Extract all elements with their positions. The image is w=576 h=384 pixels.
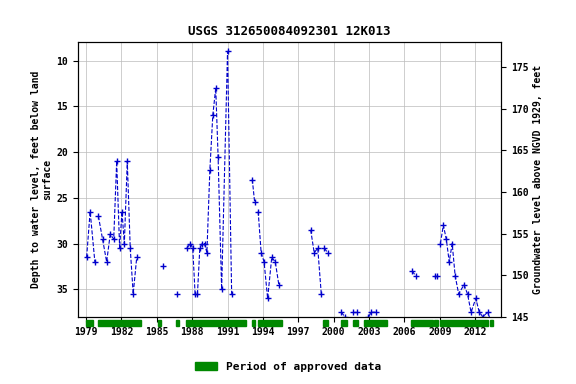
Legend: Period of approved data: Period of approved data xyxy=(191,357,385,376)
Bar xyxy=(353,320,358,326)
Bar xyxy=(176,320,179,326)
Bar xyxy=(86,320,93,326)
Bar xyxy=(434,320,438,326)
Bar xyxy=(257,320,282,326)
Bar xyxy=(365,320,387,326)
Title: USGS 312650084092301 12K013: USGS 312650084092301 12K013 xyxy=(188,25,391,38)
Y-axis label: Groundwater level above NGVD 1929, feet: Groundwater level above NGVD 1929, feet xyxy=(533,65,543,294)
Bar xyxy=(490,320,494,326)
Bar xyxy=(158,320,161,326)
Bar xyxy=(323,320,328,326)
Bar xyxy=(186,320,247,326)
Y-axis label: Depth to water level, feet below land
surface: Depth to water level, feet below land su… xyxy=(31,71,52,288)
Bar xyxy=(98,320,142,326)
Bar xyxy=(411,320,433,326)
Bar xyxy=(341,320,347,326)
Bar xyxy=(252,320,255,326)
Bar xyxy=(440,320,488,326)
